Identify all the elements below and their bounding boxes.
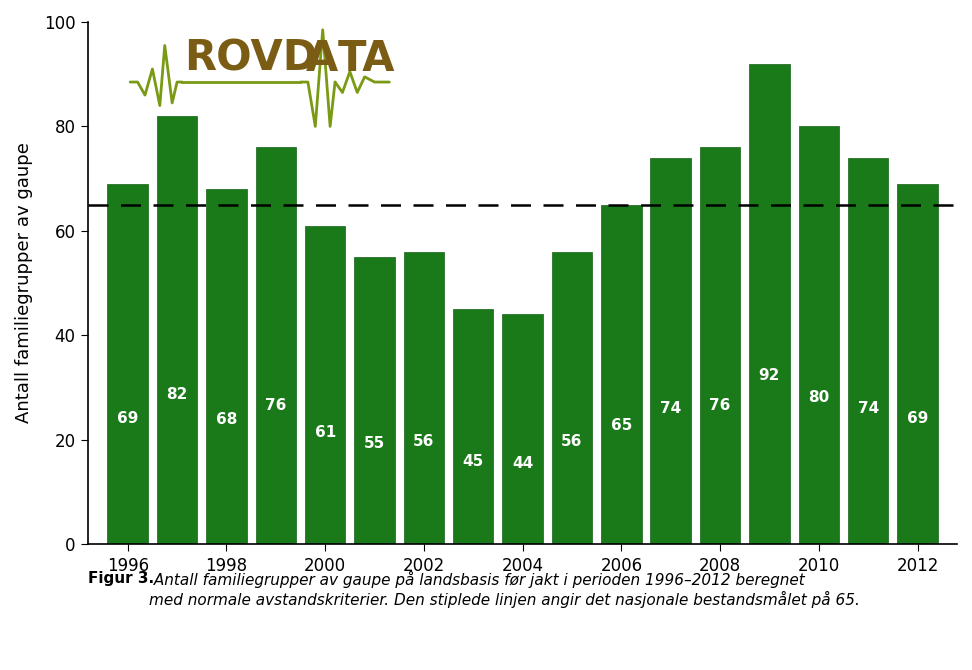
Bar [206,189,247,544]
Text: 45: 45 [463,454,484,470]
Y-axis label: Antall familiegrupper av gaupe: Antall familiegrupper av gaupe [15,143,33,423]
Bar [355,257,395,544]
Text: 76: 76 [710,398,731,413]
Text: 76: 76 [265,398,287,413]
Bar [799,127,839,544]
Text: 56: 56 [561,434,582,450]
Text: A: A [305,38,337,80]
Text: 80: 80 [808,391,829,405]
Bar [749,64,789,544]
Bar [156,116,197,544]
Bar [897,184,938,544]
Text: 55: 55 [364,436,385,451]
Bar [503,314,542,544]
Text: 68: 68 [216,412,237,427]
Text: 56: 56 [413,434,434,450]
Text: TA: TA [337,38,395,80]
Bar [650,157,691,544]
Text: 69: 69 [117,411,138,425]
Text: 92: 92 [759,369,781,383]
Bar [403,252,444,544]
Text: 74: 74 [857,401,879,416]
Bar [108,184,148,544]
Text: 65: 65 [610,418,632,433]
Text: 61: 61 [315,425,335,440]
Bar [848,157,888,544]
Text: Figur 3.: Figur 3. [88,571,155,586]
Bar [552,252,592,544]
Text: 74: 74 [660,401,681,416]
Bar [700,147,741,544]
Text: 44: 44 [512,456,534,471]
Text: ROVD: ROVD [185,38,318,80]
Text: Antall familiegrupper av gaupe på landsbasis før jakt i perioden 1996–2012 bereg: Antall familiegrupper av gaupe på landsb… [150,571,860,608]
Bar [305,226,345,544]
Text: 82: 82 [166,387,188,402]
Bar [256,147,296,544]
Bar [601,205,642,544]
Text: 69: 69 [907,411,928,425]
Bar [453,309,494,544]
